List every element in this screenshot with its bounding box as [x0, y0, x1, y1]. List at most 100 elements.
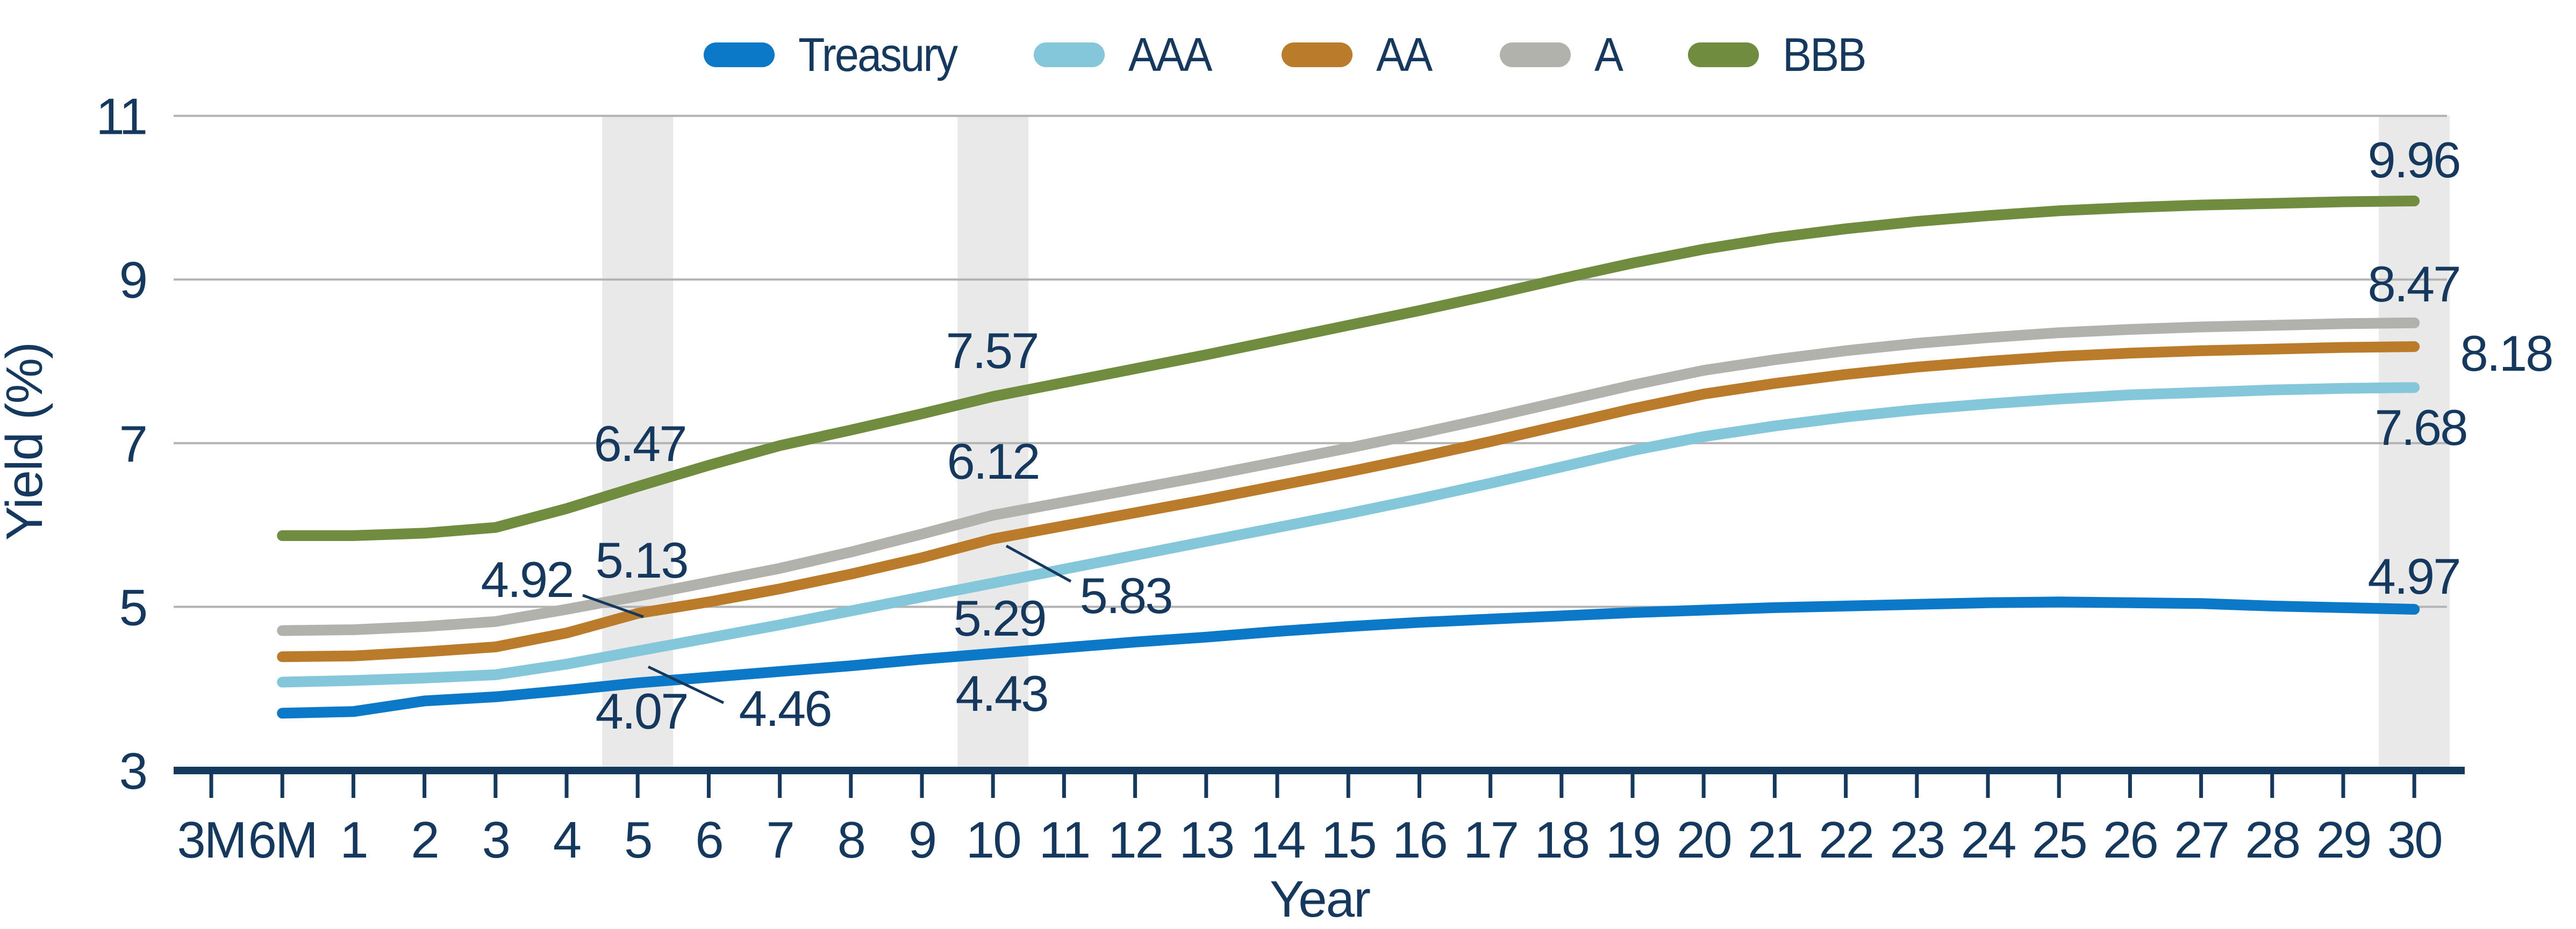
x-tick-label-3M: 3M: [177, 811, 245, 869]
x-tick-label-8: 8: [838, 811, 864, 869]
x-tick-label-25: 25: [2032, 811, 2086, 869]
x-tick-label-14: 14: [1250, 811, 1305, 869]
x-axis-tick-16: [1417, 773, 1421, 798]
annotation-label-treasury-5: 4.07: [596, 683, 688, 739]
x-tick-label-6: 6: [695, 811, 722, 869]
x-axis: [174, 767, 2465, 798]
x-axis-tick-4: [564, 773, 569, 798]
y-tick-label-5: 5: [119, 579, 146, 636]
x-tick-label-28: 28: [2245, 811, 2299, 869]
x-axis-tick-25: [2057, 773, 2061, 798]
x-axis-tick-26: [2128, 773, 2132, 798]
x-tick-label-27: 27: [2174, 811, 2228, 869]
annotation-leader-aaa-5: [647, 665, 725, 704]
y-tick-label-7: 7: [119, 415, 146, 473]
x-tick-label-4: 4: [553, 811, 581, 869]
annotation-label-treasury-30: 4.97: [2368, 548, 2460, 604]
x-tick-label-23: 23: [1890, 811, 1944, 869]
x-axis-tick-29: [2341, 773, 2345, 798]
x-tick-label-3: 3: [482, 811, 509, 869]
x-axis-title: Year: [1270, 870, 1370, 928]
x-axis-tick-27: [2199, 773, 2203, 798]
x-tick-label-17: 17: [1463, 811, 1518, 869]
x-axis-tick-3M: [209, 773, 213, 798]
x-tick-label-12: 12: [1108, 811, 1162, 869]
x-axis-tick-12: [1133, 773, 1137, 798]
x-tick-label-1: 1: [340, 811, 367, 869]
annotation-label-aa-30: 8.18: [2460, 325, 2552, 381]
y-tick-label-9: 9: [119, 251, 146, 309]
x-axis-tick-30: [2412, 773, 2416, 798]
gridlines: [174, 114, 2447, 608]
x-axis-tick-7: [778, 773, 782, 798]
x-tick-label-13: 13: [1179, 811, 1233, 869]
x-tick-label-2: 2: [411, 811, 438, 869]
series-line-treasury: [277, 596, 2420, 719]
annotation-leader-aa-10: [1005, 544, 1072, 583]
x-axis-tick-18: [1559, 773, 1564, 798]
x-axis-tick-3: [493, 773, 498, 798]
x-axis-tick-22: [1844, 773, 1848, 798]
x-axis-tick-14: [1275, 773, 1279, 798]
x-axis-tick-24: [1986, 773, 1990, 798]
x-axis-tick-21: [1772, 773, 1777, 798]
x-axis-tick-6: [706, 773, 711, 798]
x-tick-label-15: 15: [1321, 811, 1376, 869]
x-tick-label-9: 9: [908, 811, 935, 869]
x-tick-label-7: 7: [766, 811, 793, 869]
x-tick-label-19: 19: [1606, 811, 1660, 869]
x-tick-label-26: 26: [2103, 811, 2157, 869]
annotation-label-aa-10: 5.83: [1080, 567, 1172, 624]
x-axis-tick-6M: [280, 773, 284, 798]
x-axis-line: [174, 767, 2465, 774]
annotation-label-treasury-10: 4.43: [956, 665, 1048, 722]
x-tick-label-21: 21: [1748, 811, 1802, 869]
x-axis-tick-9: [920, 773, 924, 798]
x-axis-tick-1: [351, 773, 355, 798]
x-tick-label-30: 30: [2387, 811, 2442, 869]
series-line-bbb: [277, 196, 2420, 541]
x-axis-tick-2: [423, 773, 427, 798]
annotation-label-a-30: 8.47: [2368, 256, 2460, 312]
data-labels: 6.47 5.13 4.92 4.46 4.07 7.57 6.12 5.83 5.29 4.43…: [481, 132, 2554, 739]
x-tick-label-10: 10: [966, 811, 1020, 869]
x-tick-label-5: 5: [624, 811, 651, 869]
annotation-label-a-5: 5.13: [596, 532, 688, 588]
x-axis-tick-13: [1204, 773, 1208, 798]
y-tick-label-11: 11: [96, 88, 146, 146]
x-tick-label-16: 16: [1392, 811, 1447, 869]
annotation-label-aaa-5: 4.46: [739, 680, 831, 737]
x-tick-label-20: 20: [1677, 811, 1731, 869]
series-lines: [277, 196, 2420, 719]
x-axis-tick-8: [849, 773, 853, 798]
annotation-label-bbb-10: 7.57: [946, 322, 1038, 379]
highlight-band-30: [2379, 116, 2450, 767]
series-line-a: [277, 317, 2420, 636]
x-tick-label-11: 11: [1039, 811, 1090, 869]
y-tick-label-3: 3: [119, 743, 146, 800]
annotation-label-aaa-10: 5.29: [954, 590, 1046, 646]
x-axis-tick-11: [1062, 773, 1066, 798]
annotation-label-aaa-30: 7.68: [2375, 399, 2467, 456]
x-axis-tick-10: [991, 773, 995, 798]
x-axis-tick-17: [1489, 773, 1493, 798]
series-line-aaa: [277, 382, 2420, 688]
annotation-label-bbb-30: 9.96: [2368, 132, 2460, 188]
annotation-label-bbb-5: 6.47: [594, 415, 686, 472]
x-tick-label-24: 24: [1961, 811, 2015, 869]
x-axis-tick-28: [2270, 773, 2274, 798]
x-axis-tick-19: [1630, 773, 1635, 798]
annotation-label-a-10: 6.12: [947, 433, 1039, 489]
x-axis-tick-20: [1701, 773, 1706, 798]
x-tick-label-6M: 6M: [248, 811, 317, 869]
y-axis-title: Yield (%): [0, 343, 53, 541]
x-tick-label-22: 22: [1819, 811, 1873, 869]
x-axis-tick-23: [1915, 773, 1919, 798]
x-axis-tick-5: [635, 773, 640, 798]
x-tick-label-29: 29: [2316, 811, 2371, 869]
highlight-bands: [602, 116, 2450, 767]
x-axis-tick-15: [1346, 773, 1350, 798]
